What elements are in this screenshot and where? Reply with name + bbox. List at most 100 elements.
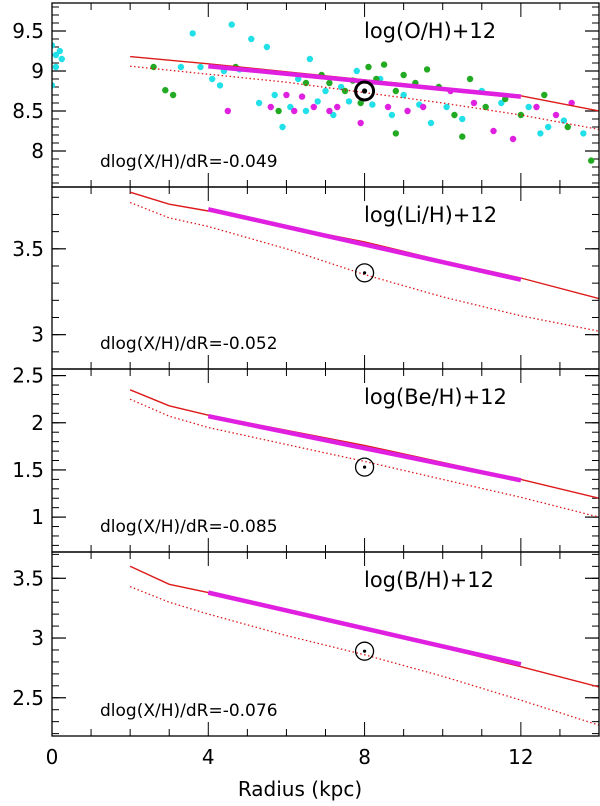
data-point-cyan [353, 67, 360, 75]
data-point-magenta [357, 119, 364, 127]
data-point-cyan [337, 83, 345, 91]
sun-symbol-dot [362, 649, 367, 653]
x-tick-label: 12 [508, 745, 533, 769]
y-tick-label: 2.5 [12, 686, 44, 710]
data-point-cyan [294, 75, 302, 83]
data-point-green [302, 79, 310, 87]
panel-4: 2.5 3 3.5 log(B/H)+12 dlog(X/H)/dR=-0.076 [12, 551, 600, 737]
data-point-cyan [52, 63, 60, 71]
data-point-magenta [334, 103, 341, 111]
data-point-green [162, 87, 169, 94]
data-point-green [150, 63, 157, 71]
plot-area [129, 565, 599, 726]
sun-symbol-dot [362, 465, 367, 469]
data-point-cyan [369, 101, 376, 108]
data-point-cyan [560, 117, 568, 124]
panel-frame [51, 551, 600, 737]
data-point-green [466, 75, 474, 83]
data-point-green [392, 130, 400, 137]
data-point-cyan [302, 107, 310, 115]
observed-gradient-band [207, 207, 522, 282]
y-tick-label: 8.5 [12, 99, 44, 123]
model-line-dotted [129, 398, 599, 518]
panel-element-label: log(Be/H)+12 [364, 385, 507, 409]
data-point-green [400, 71, 407, 79]
sun-symbol [354, 641, 375, 661]
data-point-cyan [400, 91, 407, 99]
data-point-magenta [326, 107, 333, 115]
observed-gradient-band [207, 413, 522, 483]
data-point-cyan [248, 35, 255, 43]
data-point-green [326, 79, 333, 87]
data-point-magenta [509, 135, 517, 143]
data-point-magenta [568, 99, 575, 107]
data-point-green [392, 87, 400, 95]
data-point-green [169, 91, 177, 99]
y-tick-label: 8 [31, 139, 44, 163]
data-point-green [365, 63, 372, 71]
data-point-cyan [271, 91, 278, 99]
data-point-cyan [322, 87, 329, 95]
data-point-cyan [52, 42, 56, 49]
data-point-magenta [224, 107, 232, 115]
data-point-magenta [267, 103, 274, 111]
data-point-cyan [314, 98, 321, 105]
sun-symbol [354, 263, 375, 283]
panel-1: 8 8.5 9 9.5 log(O/H)+12 dlog(X/H)/dR=-0.049 [12, 2, 600, 188]
sun-symbol [354, 457, 375, 477]
data-point-cyan [537, 130, 544, 137]
x-tick-label: 4 [202, 745, 215, 769]
y-tick-label: 3.5 [12, 566, 44, 590]
data-point-magenta [291, 107, 298, 115]
panel-gradient-label: dlog(X/H)/dR=-0.049 [100, 152, 278, 172]
data-point-cyan [216, 82, 224, 89]
y-tick-label: 3 [31, 323, 44, 347]
model-line-dotted [129, 585, 599, 726]
data-point-cyan [427, 119, 435, 127]
y-tick-label: 3.5 [12, 237, 44, 261]
data-point-cyan [388, 111, 396, 119]
data-point-cyan [443, 103, 450, 111]
model-line-dotted [129, 201, 599, 332]
panel-gradient-label: dlog(X/H)/dR=-0.085 [100, 517, 278, 537]
data-point-magenta [470, 99, 478, 107]
panel-element-label: log(B/H)+12 [364, 568, 494, 592]
data-point-cyan [330, 111, 337, 119]
sun-symbol [354, 80, 376, 102]
y-tick-label: 3 [31, 626, 44, 650]
plot-area [52, 21, 599, 164]
x-tick-label: 0 [46, 745, 59, 769]
data-point-magenta [384, 103, 392, 111]
data-point-cyan [177, 63, 185, 71]
data-point-cyan [287, 103, 294, 111]
sun-symbol-dot [362, 271, 367, 275]
data-point-cyan [525, 103, 532, 111]
data-point-cyan [306, 55, 314, 63]
plot-area [129, 191, 599, 332]
panel-gradient-label: dlog(X/H)/dR=-0.076 [100, 701, 278, 721]
data-point-cyan [52, 51, 60, 59]
y-tick-label: 9 [31, 59, 44, 83]
data-point-cyan [56, 47, 64, 55]
x-axis: 0 4 8 12 [46, 745, 534, 769]
data-point-green [541, 91, 548, 99]
data-point-cyan [208, 75, 216, 83]
panel-2: 3 3.5 log(Li/H)+12 dlog(X/H)/dR=-0.052 [12, 186, 600, 370]
data-point-cyan [263, 43, 271, 51]
data-point-cyan [580, 130, 587, 137]
data-point-cyan [228, 21, 235, 28]
y-tick-label: 1 [31, 505, 44, 529]
x-axis-label: Radius (kpc) [238, 777, 362, 801]
data-point-cyan [545, 123, 552, 131]
data-point-magenta [552, 111, 560, 119]
data-point-magenta [533, 103, 540, 111]
data-point-magenta [298, 93, 306, 100]
data-point-cyan [279, 123, 286, 131]
panel-element-label: log(O/H)+12 [364, 19, 496, 43]
data-point-magenta [404, 107, 411, 115]
plot-area [129, 389, 599, 518]
panel-gradient-label: dlog(X/H)/dR=-0.052 [100, 334, 278, 354]
data-point-cyan [345, 98, 353, 105]
observed-gradient-band [207, 590, 522, 667]
